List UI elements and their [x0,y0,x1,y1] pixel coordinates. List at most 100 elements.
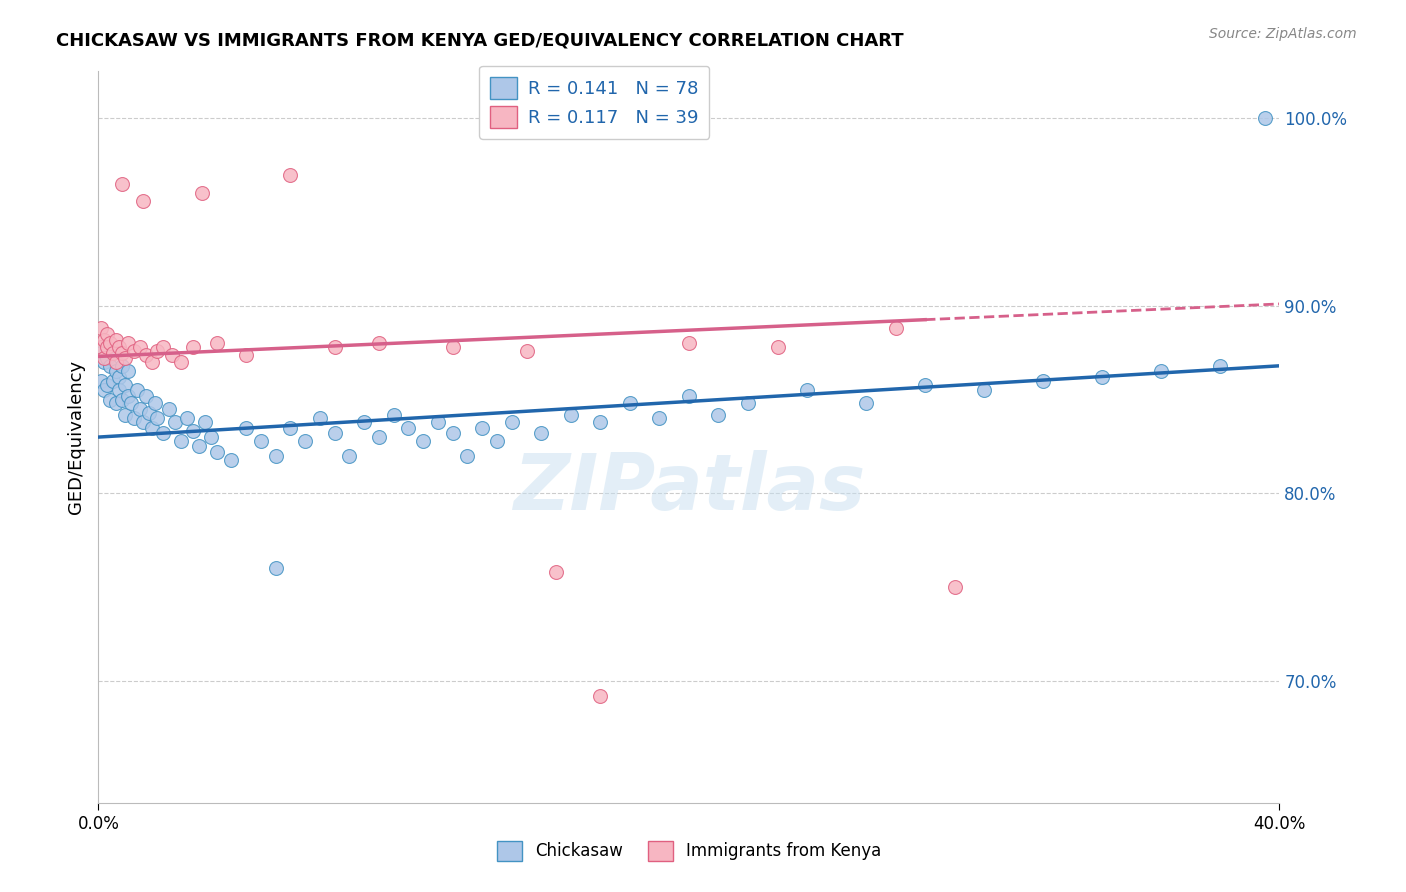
Point [884,321,907,335]
Point [678,389,700,403]
Point [111,177,134,191]
Point [132,194,155,208]
Point [170,355,193,369]
Point [441,340,464,354]
Point [152,340,174,354]
Point [111,392,134,407]
Point [141,355,163,369]
Point [162,347,183,361]
Point [90,321,112,335]
Point [323,340,346,354]
Point [98,336,121,351]
Point [264,449,287,463]
Legend: Chickasaw, Immigrants from Kenya: Chickasaw, Immigrants from Kenya [489,834,889,868]
Point [943,580,966,594]
Point [187,440,209,454]
Point [1254,112,1277,126]
Point [135,347,157,361]
Point [250,434,273,448]
Point [105,333,128,347]
Point [368,336,391,351]
Point [90,345,112,359]
Point [737,396,759,410]
Point [93,355,115,369]
Point [530,426,553,441]
Point [855,396,877,410]
Point [619,396,641,410]
Point [128,340,150,354]
Point [353,415,375,429]
Point [323,426,346,441]
Point [589,689,612,703]
Point [103,345,125,359]
Point [135,389,157,403]
Point [200,430,222,444]
Point [117,336,139,351]
Point [501,415,523,429]
Point [105,396,128,410]
Point [165,415,187,429]
Point [105,364,128,378]
Point [125,383,148,397]
Point [181,425,204,439]
Point [176,411,198,425]
Point [589,415,612,429]
Point [973,383,995,397]
Point [368,430,391,444]
Point [93,351,115,366]
Point [382,408,405,422]
Point [766,340,789,354]
Point [93,383,115,397]
Point [132,415,155,429]
Point [128,401,150,416]
Point [122,343,145,358]
Point [152,426,174,441]
Point [560,408,582,422]
Point [103,345,125,359]
Text: Source: ZipAtlas.com: Source: ZipAtlas.com [1209,27,1357,41]
Point [1209,359,1232,373]
Point [205,445,228,459]
Point [194,415,217,429]
Point [138,406,160,420]
Point [96,326,118,341]
Point [111,345,134,359]
Point [120,396,142,410]
Point [1091,370,1114,384]
Point [90,374,112,388]
Point [103,374,125,388]
Point [114,351,136,366]
Point [105,355,128,369]
Point [339,449,360,463]
Point [96,351,118,366]
Point [648,411,671,425]
Point [486,434,509,448]
Point [98,392,121,407]
Point [181,340,204,354]
Point [108,370,131,384]
Point [441,426,464,441]
Point [191,186,214,201]
Point [143,396,166,410]
Point [117,364,139,378]
Point [678,336,700,351]
Text: CHICKASAW VS IMMIGRANTS FROM KENYA GED/EQUIVALENCY CORRELATION CHART: CHICKASAW VS IMMIGRANTS FROM KENYA GED/E… [56,31,904,49]
Point [146,343,169,358]
Point [141,420,163,434]
Point [117,389,139,403]
Point [471,420,494,434]
Point [309,411,332,425]
Point [546,565,568,579]
Point [1150,364,1173,378]
Point [96,340,118,354]
Point [427,415,450,429]
Point [93,333,115,347]
Point [914,377,936,392]
Point [294,434,316,448]
Point [157,401,180,416]
Y-axis label: GED/Equivalency: GED/Equivalency [66,360,84,514]
Point [114,377,136,392]
Point [98,359,121,373]
Point [235,420,257,434]
Point [515,343,537,358]
